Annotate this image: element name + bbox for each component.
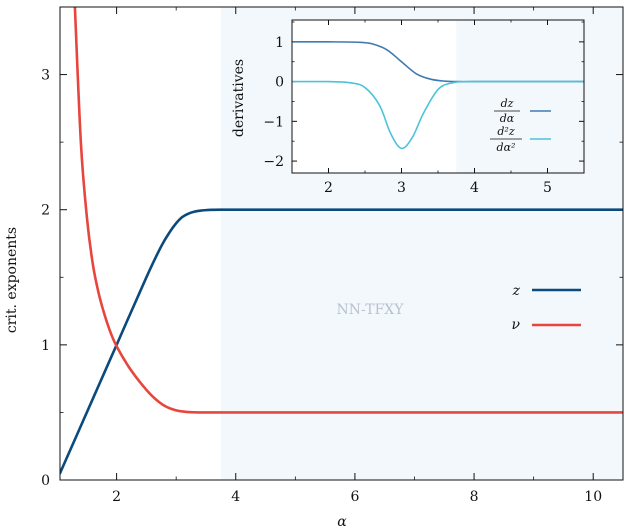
main-plot-frame <box>59 6 624 481</box>
series-line-d2z <box>292 80 584 150</box>
x-tick-label: 5 <box>543 180 552 196</box>
inset-legend: dz dα d²z dα² <box>490 97 551 154</box>
inset-series <box>292 41 584 150</box>
y-tick-label: 0 <box>41 473 50 489</box>
legend-label-nu: ν <box>511 317 520 333</box>
x-tick-label: 4 <box>231 489 240 505</box>
x-tick-label: 8 <box>470 489 479 505</box>
x-tick-label: 3 <box>397 180 406 196</box>
main-tick-labels: 2 4 6 8 10 0 1 2 3 <box>41 68 602 505</box>
y-tick-label: 1 <box>41 338 50 354</box>
x-tick-label: 10 <box>584 489 602 505</box>
series-line-z <box>60 208 623 475</box>
inset-plot: 2 3 4 5 −2 −1 0 1 derivatives dz dα d²z dα² <box>231 19 585 196</box>
inset-plot-frame <box>291 19 585 174</box>
inset-tick-labels: 2 3 4 5 −2 −1 0 1 <box>263 35 552 196</box>
y-tick-label: −2 <box>263 154 284 170</box>
y-tick-label: 2 <box>41 203 50 219</box>
x-tick-label: 2 <box>324 180 333 196</box>
legend-d2z-numerator: d²z <box>497 125 514 138</box>
x-tick-label: 2 <box>112 489 121 505</box>
y-tick-label: 0 <box>275 75 284 91</box>
legend-label-z: z <box>512 283 521 299</box>
legend-dz-denominator: dα <box>500 112 515 125</box>
y-tick-label: 3 <box>41 68 50 84</box>
y-axis-label: crit. exponents <box>4 227 20 333</box>
inset-y-axis-label: derivatives <box>231 59 247 137</box>
y-tick-label: 1 <box>275 35 284 51</box>
x-axis-label: α <box>337 514 347 530</box>
legend-dz-numerator: dz <box>501 97 514 110</box>
region-label: NN-TFXY <box>337 302 405 318</box>
x-tick-label: 4 <box>470 180 479 196</box>
x-tick-label: 6 <box>350 489 359 505</box>
y-tick-label: −1 <box>263 114 284 130</box>
legend-d2z-denominator: dα² <box>497 141 516 154</box>
main-series <box>60 7 623 475</box>
series-line-nu <box>73 7 623 414</box>
main-legend: z ν <box>511 283 581 333</box>
inset-shaded-region <box>456 20 584 173</box>
